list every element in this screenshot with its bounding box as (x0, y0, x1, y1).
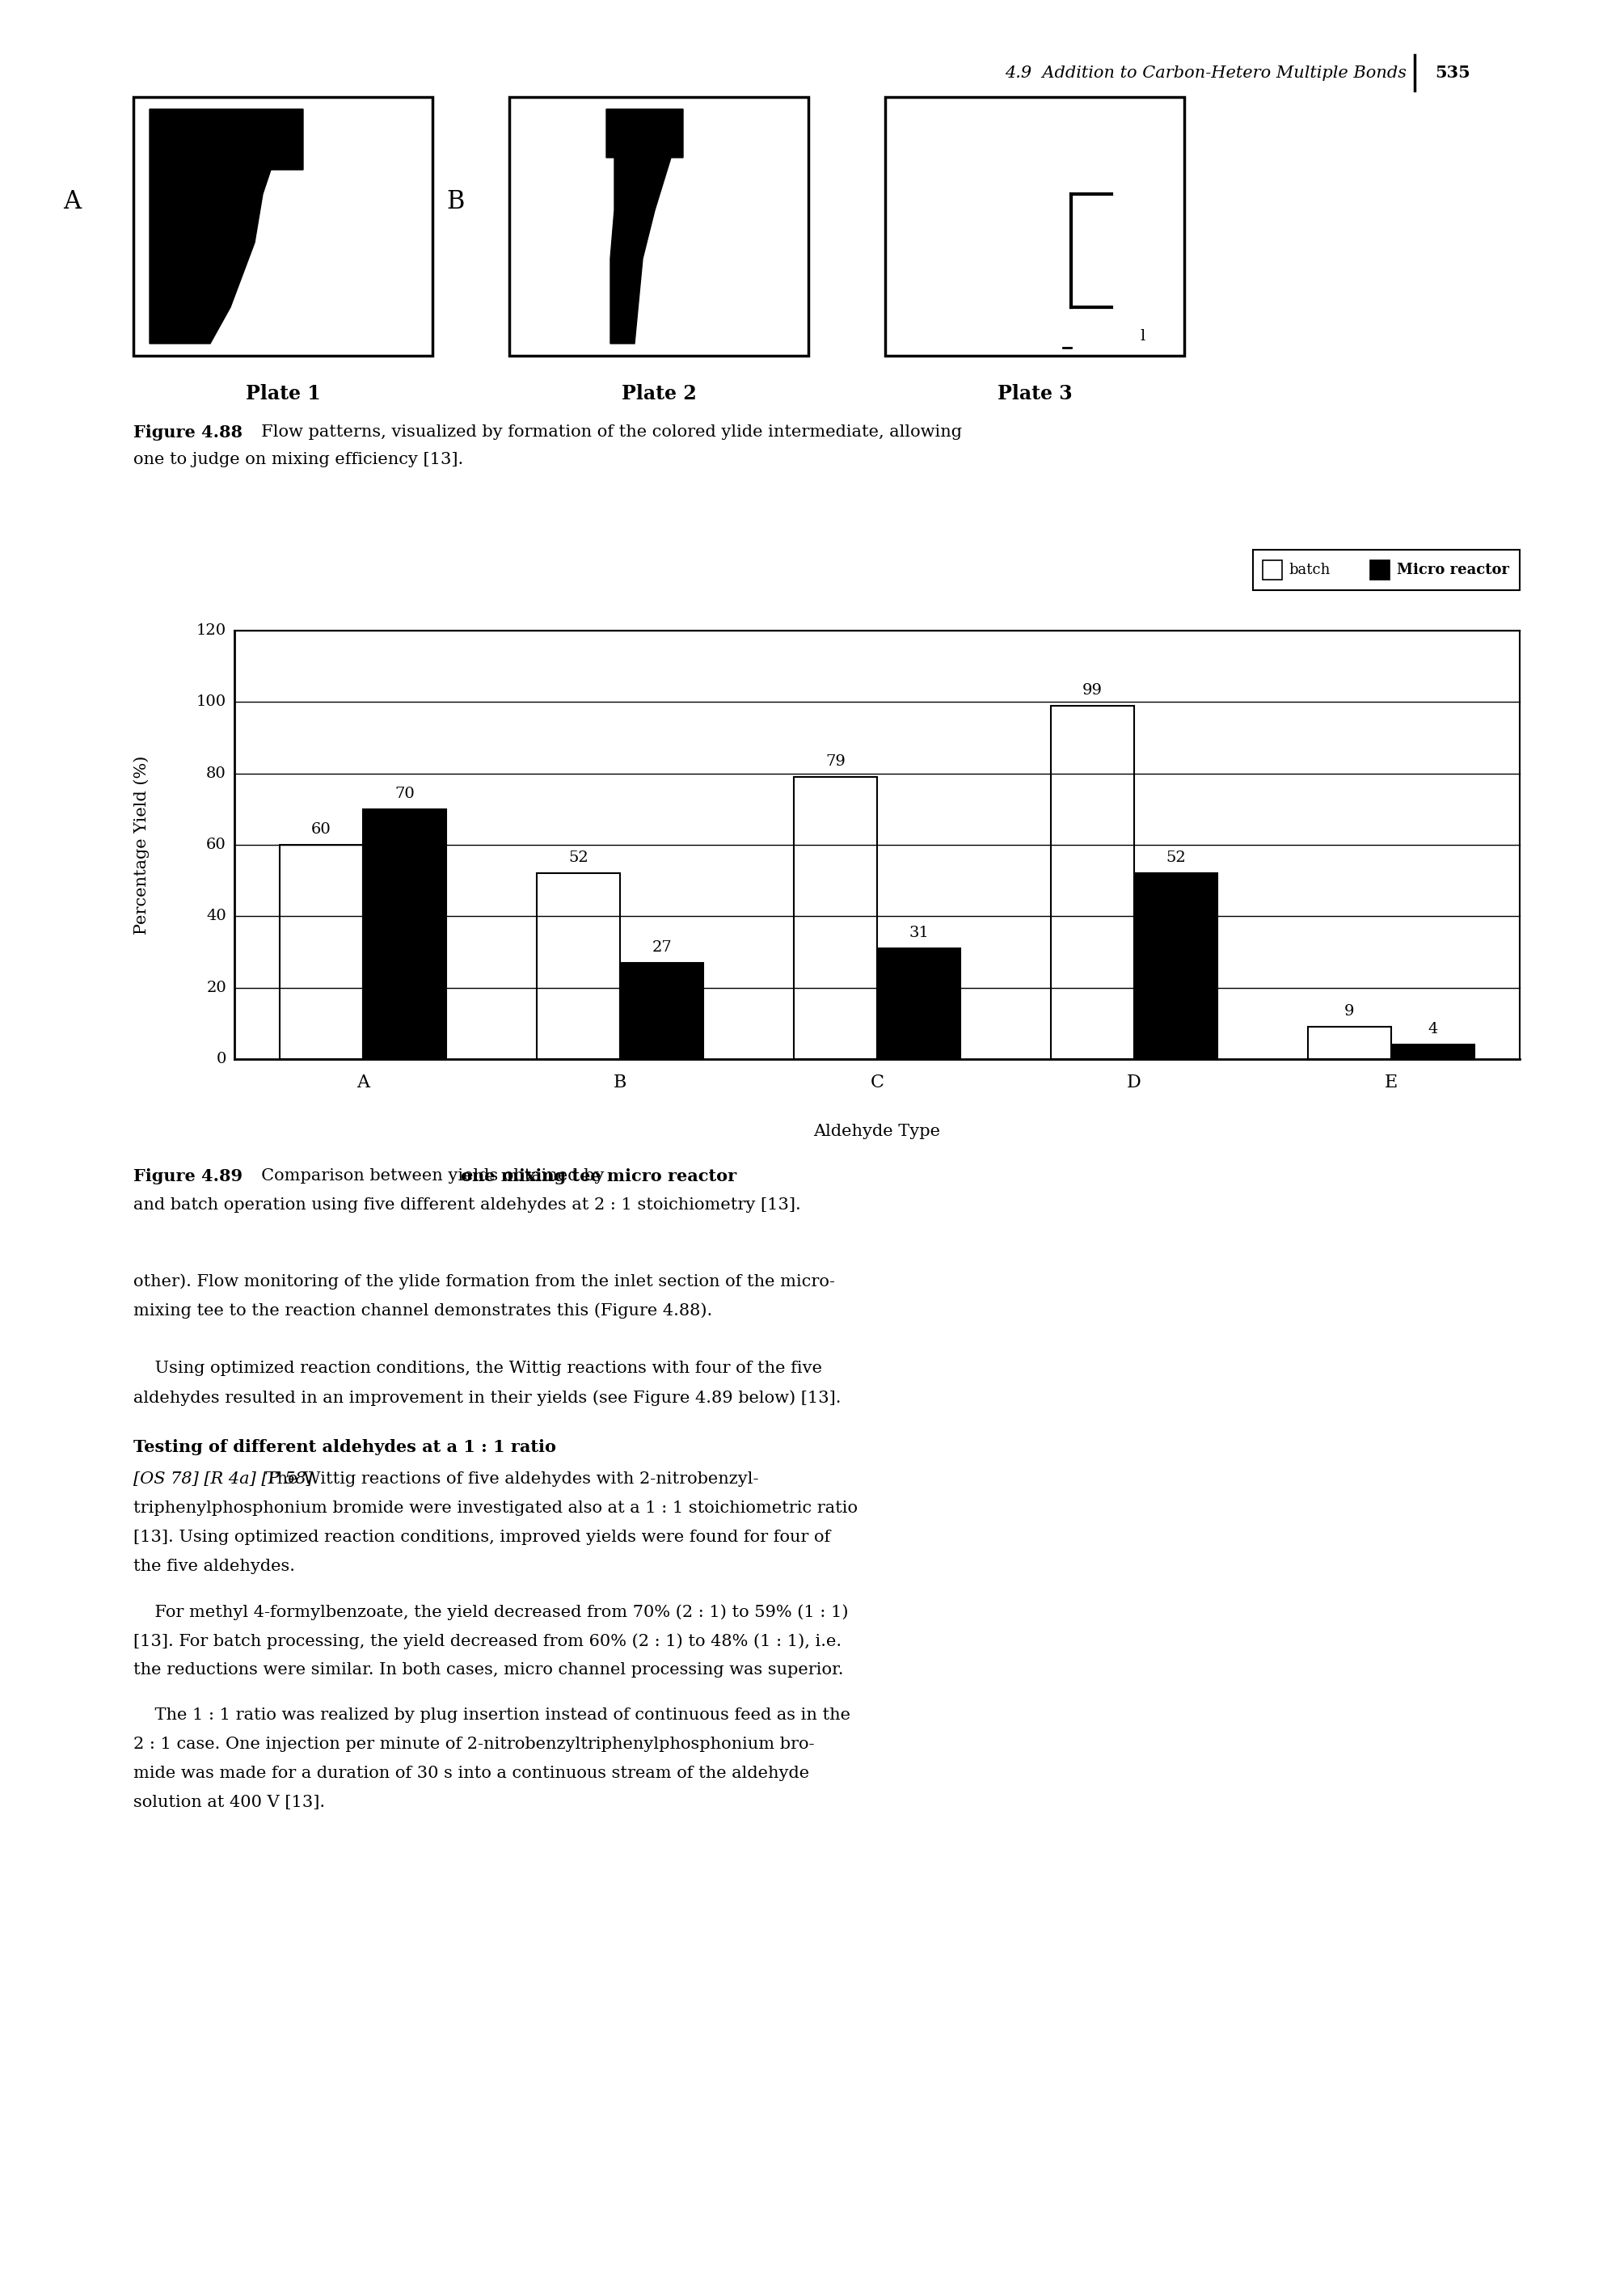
Bar (1392, 1045, 1475, 1059)
Text: mide was made for a duration of 30 s into a continuous stream of the aldehyde: mide was made for a duration of 30 s int… (133, 1765, 809, 1781)
Text: Plate 1: Plate 1 (245, 385, 320, 403)
Text: [13]. For batch processing, the yield decreased from 60% (2 : 1) to 48% (1 : 1),: [13]. For batch processing, the yield de… (133, 1634, 841, 1648)
Text: 80: 80 (206, 766, 226, 782)
Text: E: E (1385, 1073, 1398, 1091)
Text: Testing of different aldehydes at a 1 : 1 ratio: Testing of different aldehydes at a 1 : … (133, 1439, 555, 1455)
Text: the five aldehydes.: the five aldehydes. (133, 1559, 296, 1575)
Text: one to judge on mixing efficiency [13].: one to judge on mixing efficiency [13]. (133, 452, 463, 468)
Text: Plate 3: Plate 3 (997, 385, 1072, 403)
Text: triphenylphosphonium bromide were investigated also at a 1 : 1 stoichiometric ra: triphenylphosphonium bromide were invest… (133, 1501, 857, 1515)
Text: 31: 31 (909, 926, 929, 940)
Text: other). Flow monitoring of the ylide formation from the inlet section of the mic: other). Flow monitoring of the ylide for… (133, 1274, 835, 1288)
Text: Plate 2: Plate 2 (622, 385, 697, 403)
Text: A: A (63, 190, 81, 215)
Text: 4: 4 (1427, 1022, 1437, 1036)
Text: 70: 70 (395, 786, 414, 802)
Text: and batch operation using five different aldehydes at 2 : 1 stoichiometry [13].: and batch operation using five different… (133, 1196, 801, 1212)
Bar (620, 963, 703, 1059)
Text: The 1 : 1 ratio was realized by plug insertion instead of continuous feed as in : The 1 : 1 ratio was realized by plug ins… (133, 1708, 851, 1724)
Text: 535: 535 (1436, 64, 1470, 80)
Text: Comparison between yields obtained by: Comparison between yields obtained by (250, 1169, 609, 1183)
Text: Figure 4.89: Figure 4.89 (133, 1169, 242, 1185)
Text: 27: 27 (651, 940, 672, 953)
Text: 20: 20 (206, 981, 226, 995)
Bar (794, 777, 877, 1059)
Polygon shape (606, 110, 684, 344)
Text: 4.9  Addition to Carbon-Hetero Multiple Bonds: 4.9 Addition to Carbon-Hetero Multiple B… (1005, 64, 1406, 80)
Bar (510, 96, 809, 355)
Text: The Wittig reactions of five aldehydes with 2-nitrobenzyl-: The Wittig reactions of five aldehydes w… (261, 1471, 758, 1488)
Text: 100: 100 (197, 694, 226, 708)
Bar (1134, 873, 1218, 1059)
Text: aldehydes resulted in an improvement in their yields (see Figure 4.89 below) [13: aldehydes resulted in an improvement in … (133, 1389, 841, 1405)
Text: [OS 78] [R 4a] [P 58]: [OS 78] [R 4a] [P 58] (133, 1471, 313, 1488)
Text: A: A (357, 1073, 369, 1091)
Text: 60: 60 (206, 837, 226, 853)
Bar (133, 96, 432, 355)
Text: For methyl 4-formylbenzoate, the yield decreased from 70% (2 : 1) to 59% (1 : 1): For methyl 4-formylbenzoate, the yield d… (133, 1604, 848, 1620)
Text: batch: batch (1288, 564, 1330, 578)
Text: 120: 120 (197, 623, 226, 637)
Text: mixing tee to the reaction channel demonstrates this (Figure 4.88).: mixing tee to the reaction channel demon… (133, 1302, 713, 1318)
Text: D: D (1127, 1073, 1142, 1091)
Bar (1051, 706, 1134, 1059)
Bar (536, 873, 620, 1059)
Bar (1307, 1027, 1392, 1059)
Text: 9: 9 (1345, 1004, 1354, 1020)
Text: 79: 79 (825, 754, 846, 768)
Text: Micro reactor: Micro reactor (1397, 564, 1509, 578)
Polygon shape (149, 110, 304, 344)
Bar (877, 949, 961, 1059)
Text: C: C (870, 1073, 883, 1091)
Text: Percentage Yield (%): Percentage Yield (%) (133, 756, 149, 935)
Bar (1254, 550, 1520, 589)
Text: l: l (1140, 330, 1145, 344)
Bar (362, 809, 447, 1059)
Text: [13]. Using optimized reaction conditions, improved yields were found for four o: [13]. Using optimized reaction condition… (133, 1529, 830, 1545)
Bar (1263, 559, 1281, 580)
Bar (885, 96, 1184, 355)
Text: 52: 52 (1166, 850, 1186, 866)
Bar (1371, 559, 1390, 580)
Text: one mixing tee micro reactor: one mixing tee micro reactor (461, 1169, 737, 1185)
Text: Flow patterns, visualized by formation of the colored ylide intermediate, allowi: Flow patterns, visualized by formation o… (250, 424, 961, 440)
Text: solution at 400 V [13].: solution at 400 V [13]. (133, 1795, 325, 1811)
Text: 40: 40 (206, 910, 226, 924)
Text: Aldehyde Type: Aldehyde Type (814, 1123, 940, 1139)
Text: 60: 60 (312, 823, 331, 837)
Text: 0: 0 (216, 1052, 226, 1066)
Text: B: B (614, 1073, 627, 1091)
Text: Using optimized reaction conditions, the Wittig reactions with four of the five: Using optimized reaction conditions, the… (133, 1361, 822, 1375)
Text: 99: 99 (1082, 683, 1103, 697)
Text: 52: 52 (568, 850, 588, 866)
Text: B: B (447, 190, 464, 215)
Text: 2 : 1 case. One injection per minute of 2-nitrobenzyltriphenylphosphonium bro-: 2 : 1 case. One injection per minute of … (133, 1737, 814, 1751)
Text: the reductions were similar. In both cases, micro channel processing was superio: the reductions were similar. In both cas… (133, 1662, 843, 1678)
Text: Figure 4.88: Figure 4.88 (133, 424, 242, 440)
Bar (279, 846, 362, 1059)
